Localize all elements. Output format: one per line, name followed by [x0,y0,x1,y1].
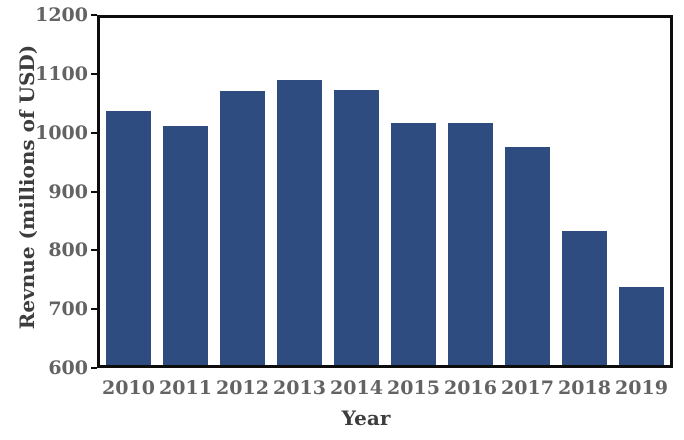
bar-2016 [447,123,494,365]
x-tick-label-2011: 2011 [159,377,212,399]
y-tick-label-1200: 1200 [35,4,88,26]
bar-2013 [276,80,323,365]
y-tick-label-600: 600 [48,357,88,379]
bar-2017 [504,146,551,365]
y-tick-mark-1100 [91,72,97,75]
bar-2012 [219,91,266,365]
y-tick-mark-600 [91,367,97,369]
y-tick-label-900: 900 [48,180,88,203]
bar-2015 [390,123,437,365]
y-tick-label-800: 800 [48,239,88,262]
bar-2011 [162,126,209,365]
x-tick-label-2016: 2016 [444,377,497,399]
x-tick-label-2013: 2013 [273,377,326,399]
bar-2019 [618,286,665,365]
y-tick-label-1000: 1000 [35,121,88,144]
y-tick-label-1100: 1100 [35,62,88,85]
bar-2010 [105,110,152,365]
y-tick-mark-1000 [91,131,97,134]
y-tick-mark-1200 [91,14,97,16]
bars-container [100,18,670,365]
x-tick-label-2017: 2017 [501,377,554,399]
y-tick-mark-800 [91,249,97,252]
plot-area [97,15,673,368]
x-axis-title: Year [341,406,391,430]
x-tick-label-2015: 2015 [387,377,440,399]
x-tick-label-2018: 2018 [558,377,611,399]
bar-2014 [333,90,380,365]
y-tick-mark-700 [91,308,97,311]
x-tick-label-2019: 2019 [615,377,668,399]
bar-2018 [561,230,608,365]
x-tick-label-2014: 2014 [330,377,383,399]
y-tick-label-700: 700 [48,298,88,321]
x-tick-label-2012: 2012 [216,377,269,399]
x-tick-label-2010: 2010 [102,377,155,399]
y-tick-mark-900 [91,190,97,193]
